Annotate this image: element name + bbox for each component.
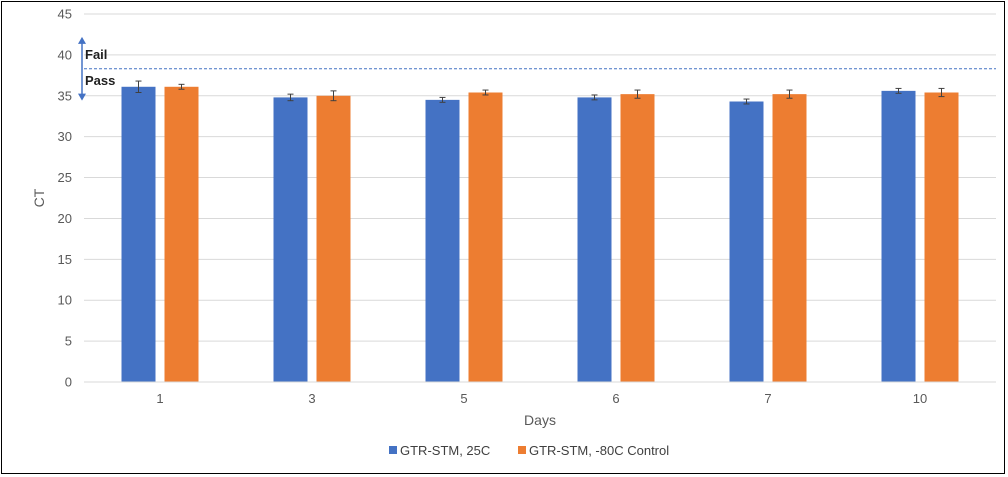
- bar: [273, 97, 308, 382]
- x-tick-label: 7: [764, 391, 771, 406]
- legend: GTR-STM, 25C GTR-STM, -80C Control: [389, 443, 669, 458]
- bar: [620, 94, 655, 383]
- fail-label: Fail: [85, 47, 107, 62]
- y-tick-label: 40: [58, 47, 72, 62]
- y-tick-label: 10: [58, 293, 72, 308]
- y-tick-label: 20: [58, 211, 72, 226]
- bar: [924, 92, 959, 383]
- x-tick-label: 3: [308, 391, 315, 406]
- legend-label-series-2: GTR-STM, -80C Control: [529, 443, 669, 458]
- y-tick-label: 35: [58, 88, 72, 103]
- y-tick-labels: 0 5 10 15 20 25 30 35 40 45: [58, 7, 72, 390]
- legend-label-series-1: GTR-STM, 25C: [400, 443, 490, 458]
- bar: [316, 95, 351, 383]
- arrow-up-icon: [78, 36, 86, 44]
- y-axis-title: CT: [31, 188, 47, 207]
- error-bars: [135, 80, 945, 105]
- arrow-down-icon: [78, 93, 86, 101]
- bar: [468, 92, 503, 383]
- pass-fail-annotation: Fail Pass: [78, 36, 115, 101]
- y-tick-label: 45: [58, 7, 72, 22]
- gridlines: [84, 13, 996, 342]
- x-tick-label: 1: [156, 391, 163, 406]
- bar: [425, 99, 460, 382]
- bar: [881, 90, 916, 383]
- pass-label: Pass: [85, 73, 115, 88]
- bar: [729, 101, 764, 382]
- y-tick-label: 15: [58, 252, 72, 267]
- x-axis-title: Days: [524, 412, 556, 428]
- bar: [121, 86, 156, 382]
- x-tick-label: 10: [913, 391, 927, 406]
- y-tick-label: 0: [65, 375, 72, 390]
- y-tick-label: 25: [58, 170, 72, 185]
- legend-swatch-series-1: [389, 446, 397, 454]
- x-tick-labels: 1 3 5 6 7 10: [156, 391, 927, 406]
- y-tick-label: 5: [65, 334, 72, 349]
- bar: [577, 97, 612, 382]
- y-tick-label: 30: [58, 129, 72, 144]
- bars: [121, 86, 959, 383]
- x-tick-label: 6: [612, 391, 619, 406]
- bar: [772, 94, 807, 383]
- legend-swatch-series-2: [518, 446, 526, 454]
- x-tick-label: 5: [460, 391, 467, 406]
- bar: [164, 86, 199, 382]
